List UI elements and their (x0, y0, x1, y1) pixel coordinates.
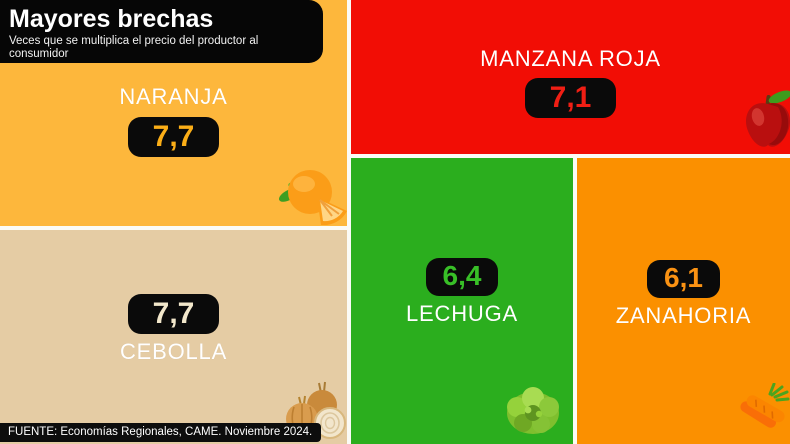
tile-lechuga-value-badge: 6,4 (425, 258, 499, 296)
page-title: Mayores brechas (9, 5, 214, 33)
tile-zanahoria-label: ZANAHORIA (615, 302, 752, 328)
orange-icon (277, 165, 349, 230)
tile-manzana-roja-label: MANZANA ROJA (480, 46, 661, 71)
tile-zanahoria-value-badge: 6,1 (647, 260, 720, 298)
page-subtitle: Veces que se multiplica el precio del pr… (9, 35, 259, 60)
title-box: Mayores brechas Veces que se multiplica … (0, 0, 323, 63)
tile-lechuga-label: LECHUGA (406, 300, 518, 326)
tile-lechuga: 6,4 LECHUGA (351, 158, 573, 444)
tile-cebolla-value-badge: 7,7 (127, 294, 220, 334)
tile-naranja-label: NARANJA (119, 84, 228, 109)
tile-manzana-roja: MANZANA ROJA 7,1 (351, 0, 790, 154)
lettuce-icon (503, 383, 563, 442)
tile-cebolla: 7,7 CEBOLLA (0, 230, 347, 444)
tile-manzana-roja-value-badge: 7,1 (524, 78, 617, 119)
carrot-icon (732, 382, 790, 444)
source-note: FUENTE: Economías Regionales, CAME. Novi… (0, 423, 322, 442)
tile-cebolla-label: CEBOLLA (119, 339, 228, 364)
tile-zanahoria: 6,1 ZANAHORIA (577, 158, 790, 444)
tile-naranja-value-badge: 7,7 (127, 117, 220, 158)
